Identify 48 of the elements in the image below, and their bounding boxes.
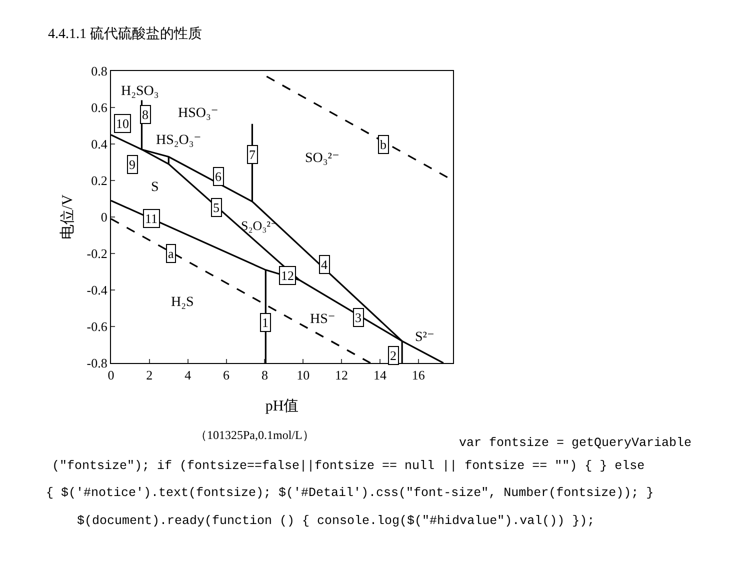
annotation: 9 — [129, 157, 136, 172]
x-tick-label: 12 — [335, 368, 348, 383]
x-tick-label: 14 — [373, 368, 387, 383]
annotation: 2 — [390, 348, 396, 363]
annotation: HS₂O₃⁻ — [156, 133, 202, 148]
annotation: H₂S — [171, 295, 194, 310]
text: （101325Pa,0.1mol/L） — [195, 428, 314, 442]
y-tick-label: 0.2 — [91, 173, 108, 188]
annotation: HS⁻ — [310, 312, 336, 327]
annotation: b — [380, 137, 386, 152]
annotation: 5 — [213, 200, 220, 215]
annotation: 11 — [145, 211, 158, 226]
annotation: 7 — [249, 147, 256, 162]
annotation: SO₃²⁻ — [305, 151, 340, 166]
x-tick-label: 4 — [184, 368, 192, 383]
annotation: 12 — [281, 268, 294, 283]
annotation: HSO₃⁻ — [178, 106, 218, 121]
annotation: S²⁻ — [415, 330, 434, 345]
y-tick-label: -0.4 — [86, 282, 108, 298]
text: ("fontsize"); if (fontsize==false||fontsize == null || fontsize == "") { } else — [52, 459, 645, 473]
annotation: 1 — [262, 315, 268, 330]
text: $(document).ready(function () { console.log($("#hidvalue").val()) }); — [77, 514, 595, 528]
y-tick-label: 0.8 — [91, 64, 108, 79]
y-tick-label: -0.8 — [86, 356, 108, 371]
annotation: S — [151, 180, 159, 195]
annotation: 3 — [355, 310, 362, 325]
annotation: a — [168, 246, 174, 261]
annotation: S₂O₃²⁻ — [241, 218, 278, 233]
chart-title: 4.4.1.1 硫代硫酸盐的性质 — [48, 26, 202, 42]
x-tick-label: 10 — [296, 368, 310, 383]
text: { $('#notice').text(fontsize); $('#Detail').css("font-size", Number(fontsize)); } — [46, 486, 654, 500]
text: var fontsize = getQueryVariable — [459, 436, 692, 450]
y-tick-label: -0.6 — [86, 319, 108, 334]
x-tick-label: 2 — [146, 368, 153, 383]
x-tick-label: 8 — [261, 368, 268, 383]
annotation: 10 — [116, 116, 129, 131]
x-tick-label: 6 — [223, 368, 230, 383]
x-axis-title: pH值 — [265, 398, 299, 415]
y-tick-label: 0.6 — [91, 100, 108, 116]
annotation: 8 — [142, 107, 148, 122]
y-tick-label: 0 — [100, 210, 108, 225]
x-tick-label: 16 — [412, 368, 426, 383]
annotation: 4 — [321, 257, 328, 272]
y-tick-label: 0.4 — [91, 136, 108, 152]
y-axis-title: 电位/V — [59, 194, 76, 240]
y-tick-label: -0.2 — [86, 246, 108, 262]
annotation: 6 — [215, 169, 222, 184]
annotation: H₂SO₃ — [121, 84, 159, 99]
